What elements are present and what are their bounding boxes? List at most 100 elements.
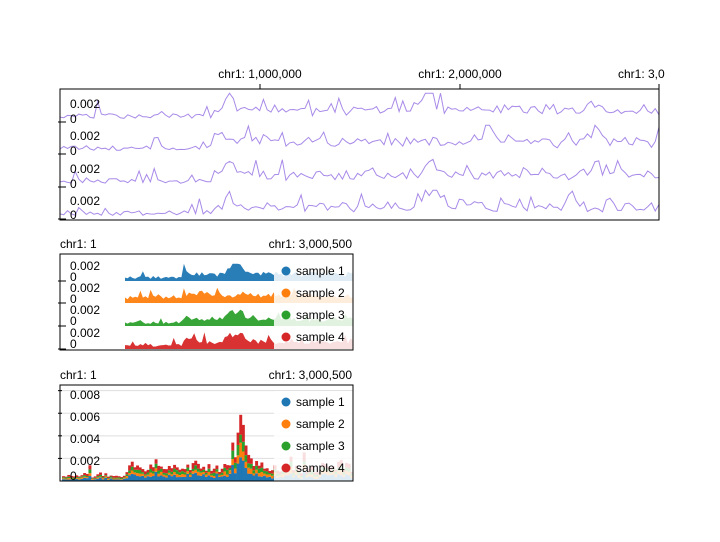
bottom-bar-36-sample-2 [155, 468, 158, 472]
bottom-bar-80-sample-4 [271, 470, 274, 473]
bottom-legend-label-sample-4: sample 4 [296, 461, 345, 475]
bottom-bar-45-sample-4 [178, 470, 181, 472]
bottom-bar-26-sample-4 [128, 465, 131, 470]
bottom-bar-70-sample-1 [245, 468, 248, 481]
bottom-bar-22-sample-3 [118, 477, 121, 478]
bottom-bar-53-sample-2 [200, 473, 203, 476]
bottom-ytick-0002: 0.002 [70, 454, 100, 468]
bottom-bar-25-sample-4 [125, 472, 128, 474]
bottom-bar-71-sample-1 [247, 474, 250, 481]
bottom-bar-73-sample-1 [252, 475, 255, 481]
bottom-bar-27-sample-3 [131, 467, 134, 471]
bottom-bar-79-sample-2 [268, 474, 271, 476]
bottom-bar-15-sample-3 [99, 475, 102, 477]
bottom-bar-28-sample-4 [133, 467, 136, 470]
bottom-bar-73-sample-3 [252, 470, 255, 473]
middle-legend-label-sample-3: sample 3 [296, 308, 345, 322]
top-track-1-ymin: 0 [70, 112, 77, 126]
bottom-bar-26-sample-3 [128, 471, 131, 474]
bottom-bar-14-sample-3 [96, 476, 99, 477]
bottom-bar-17-sample-3 [104, 475, 107, 476]
bottom-legend-marker-sample-2 [282, 420, 291, 429]
bottom-bar-32-sample-2 [144, 476, 147, 478]
bottom-bar-16-sample-4 [102, 476, 105, 477]
bottom-bar-10-sample-4 [86, 474, 89, 476]
bottom-legend-label-sample-3: sample 3 [296, 439, 345, 453]
bottom-legend-marker-sample-4 [282, 464, 291, 473]
bottom-bar-29-sample-3 [136, 470, 139, 473]
bottom-bar-7-sample-4 [78, 476, 81, 477]
bottom-bar-66-sample-2 [234, 469, 237, 474]
bottom-bar-41-sample-2 [168, 473, 171, 475]
bottom-bar-40-sample-3 [165, 473, 168, 475]
bottom-bar-27-sample-4 [131, 462, 134, 467]
bottom-bar-34-sample-3 [149, 469, 152, 473]
bottom-bar-37-sample-4 [157, 466, 160, 471]
bottom-bar-56-sample-4 [208, 464, 211, 469]
bottom-bar-54-sample-2 [202, 472, 205, 474]
bottom-bar-46-sample-4 [181, 469, 184, 471]
bottom-bar-65-sample-1 [231, 465, 234, 481]
bottom-bar-25-sample-3 [125, 474, 128, 476]
bottom-bar-7-sample-3 [78, 477, 81, 478]
bottom-bar-60-sample-3 [218, 474, 221, 475]
bottom-bar-72-sample-4 [250, 458, 253, 463]
bottom-bar-22-sample-2 [118, 479, 121, 480]
bottom-bar-2-sample-3 [65, 478, 68, 479]
bottom-bar-9-sample-3 [83, 475, 86, 477]
bottom-bar-60-sample-4 [218, 472, 221, 474]
bottom-bar-18-sample-2 [107, 479, 110, 480]
bottom-bar-36-sample-3 [155, 464, 158, 469]
bottom-bar-61-sample-1 [221, 476, 224, 481]
bottom-bar-69-sample-1 [242, 461, 245, 481]
bottom-bar-62-sample-3 [223, 468, 226, 472]
bottom-bar-31-sample-3 [141, 472, 144, 474]
bottom-bar-43-sample-3 [173, 469, 176, 472]
bottom-bar-27-sample-1 [131, 474, 134, 481]
bottom-bar-18-sample-4 [107, 477, 110, 478]
bottom-bar-79-sample-1 [268, 477, 271, 481]
bottom-legend-marker-sample-3 [282, 442, 291, 451]
bottom-bar-8-sample-2 [81, 477, 84, 478]
bottom-bar-47-sample-2 [184, 475, 187, 478]
bottom-bar-51-sample-4 [194, 461, 197, 466]
bottom-bar-37-sample-2 [157, 474, 160, 477]
bottom-bar-76-sample-4 [260, 462, 263, 467]
bottom-bar-29-sample-4 [136, 465, 139, 469]
bottom-bar-1-sample-4 [62, 476, 65, 477]
bottom-bar-2-sample-4 [65, 477, 68, 478]
bottom-x-end-label: chr1: 3,000,500 [269, 368, 353, 382]
bottom-bar-70-sample-4 [245, 446, 248, 456]
bottom-bar-56-sample-3 [208, 469, 211, 472]
bottom-bar-77-sample-4 [263, 469, 266, 471]
bottom-bar-1-sample-2 [62, 478, 65, 479]
bottom-bar-50-sample-2 [192, 471, 195, 474]
bottom-bar-37-sample-3 [157, 470, 160, 473]
bottom-bar-29-sample-1 [136, 476, 139, 481]
bottom-bar-45-sample-2 [178, 475, 181, 477]
middle-legend-label-sample-1: sample 1 [296, 264, 345, 278]
bottom-bar-62-sample-1 [223, 476, 226, 481]
bottom-bar-20-sample-3 [112, 478, 115, 479]
bottom-bar-63-sample-2 [226, 474, 229, 477]
bottom-bar-47-sample-4 [184, 469, 187, 472]
bottom-bar-43-sample-1 [173, 475, 176, 481]
bottom-bar-19-sample-4 [110, 476, 113, 477]
bottom-bar-24-sample-3 [123, 477, 126, 478]
bottom-bar-76-sample-3 [260, 468, 263, 472]
bottom-x-start-label: chr1: 1 [60, 368, 97, 382]
bottom-bar-59-sample-1 [215, 474, 218, 481]
bottom-bar-54-sample-1 [202, 474, 205, 481]
bottom-bar-69-sample-2 [242, 451, 245, 460]
bottom-bar-8-sample-3 [81, 476, 84, 477]
bottom-bar-12-sample-2 [91, 479, 94, 480]
bottom-bar-80-sample-2 [271, 476, 274, 479]
bottom-ytick-0006: 0.006 [70, 410, 100, 424]
bottom-bar-9-sample-2 [83, 477, 86, 478]
bottom-bar-41-sample-4 [168, 466, 171, 470]
bottom-bar-12-sample-4 [91, 478, 94, 479]
middle-legend-marker-sample-2 [282, 289, 291, 298]
bottom-bar-67-sample-3 [237, 445, 240, 455]
bottom-bar-23-sample-3 [120, 478, 123, 479]
bottom-bar-44-sample-3 [176, 470, 179, 474]
